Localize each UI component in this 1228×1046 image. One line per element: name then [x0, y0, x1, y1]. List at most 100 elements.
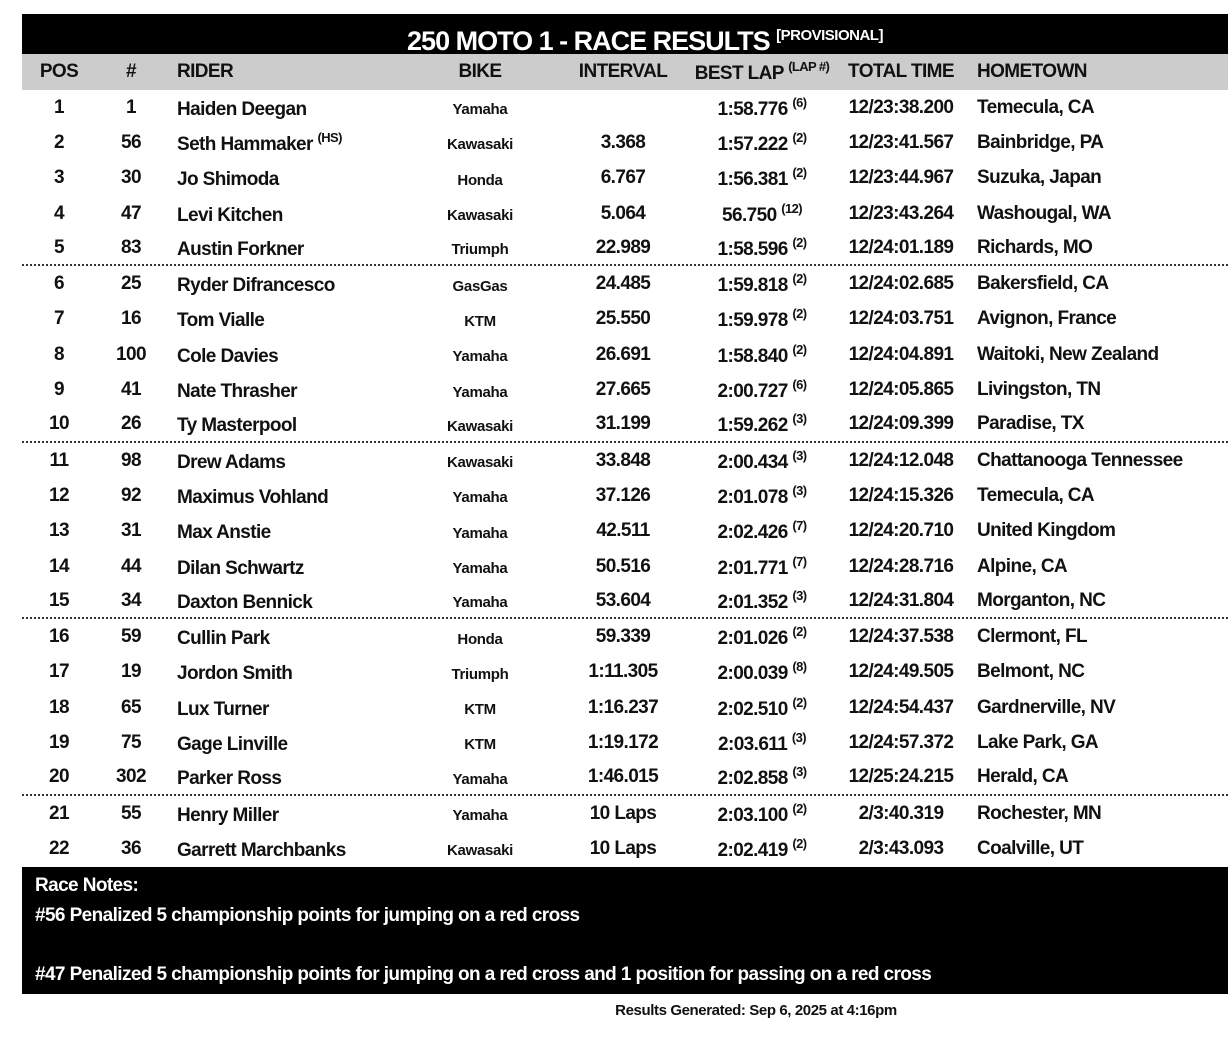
race-note: #56 Penalized 5 championship points for …: [35, 904, 580, 926]
cell-rider: Seth Hammaker (HS): [177, 129, 343, 155]
cell-bike: Yamaha: [452, 348, 508, 366]
cell-number: 302: [116, 766, 147, 788]
cell-total-time: 12/24:37.538: [848, 626, 954, 648]
table-row: 13 31 Max Anstie Yamaha 42.511 2:02.426 (7) 1…: [22, 514, 1228, 549]
table-row: 18 65 Lux Turner KTM 1:16.237 2:02.510 (2) 12…: [22, 690, 1228, 725]
table-row: 8 100 Cole Davies Yamaha 26.691 1:58.840 (2)…: [22, 337, 1228, 372]
cell-best-lap: 2:02.426 (7): [717, 518, 808, 544]
cell-pos: 16: [49, 626, 70, 648]
cell-best-lap: 2:00.434 (3): [717, 447, 808, 473]
best-lap-number: (12): [781, 200, 802, 216]
cell-total-time: 12/24:57.372: [848, 731, 954, 753]
cell-rider: Dilan Schwartz: [177, 557, 304, 579]
cell-pos: 11: [49, 449, 69, 471]
cell-pos: 20: [49, 766, 70, 788]
cell-pos: 7: [54, 308, 65, 330]
cell-interval: 3.368: [600, 131, 646, 153]
table-row: 6 25 Ryder Difrancesco GasGas 24.485 1:59.81…: [22, 266, 1228, 301]
cell-number: 100: [116, 343, 147, 365]
cell-number: 83: [121, 236, 142, 258]
cell-bike: KTM: [464, 312, 496, 330]
cell-rider: Cole Davies: [177, 345, 279, 367]
cell-pos: 14: [49, 555, 70, 577]
cell-rider: Daxton Bennick: [177, 591, 313, 613]
cell-bike: Yamaha: [452, 807, 508, 825]
cell-total-time: 12/25:24.215: [848, 766, 954, 788]
cell-pos: 18: [49, 696, 70, 718]
cell-bike: Triumph: [451, 241, 509, 259]
cell-number: 59: [121, 626, 142, 648]
cell-rider: Maximus Vohland: [177, 486, 329, 508]
cell-number: 55: [121, 802, 142, 824]
cell-number: 47: [121, 202, 142, 224]
header-interval: INTERVAL: [578, 61, 668, 82]
cell-total-time: 12/24:49.505: [848, 661, 954, 683]
best-lap-number: (6): [792, 377, 807, 393]
cell-bike: Yamaha: [452, 101, 508, 119]
cell-pos: 21: [49, 802, 70, 824]
best-lap-number: (2): [792, 306, 807, 322]
best-lap-number: (2): [792, 165, 807, 181]
cell-total-time: 12/24:12.048: [848, 449, 954, 471]
cell-pos: 10: [49, 413, 70, 435]
cell-interval: 1:11.305: [588, 661, 658, 683]
cell-rider: Tom Vialle: [177, 310, 265, 332]
cell-total-time: 12/24:03.751: [848, 308, 954, 330]
cell-hometown: Bainbridge, PA: [977, 131, 1104, 153]
cell-total-time: 12/24:15.326: [848, 484, 954, 506]
cell-best-lap: 2:02.858 (3): [717, 764, 808, 790]
table-header: POS # RIDER BIKE INTERVAL BEST LAP (LAP …: [22, 54, 1228, 90]
cell-rider: Parker Ross: [177, 768, 282, 790]
cell-bike: Yamaha: [452, 560, 508, 577]
cell-bike: KTM: [464, 736, 496, 754]
cell-rider: Max Anstie: [177, 522, 271, 544]
cell-best-lap: 1:58.776 (6): [717, 94, 808, 120]
cell-interval: 37.126: [595, 484, 651, 506]
best-lap-number: (2): [792, 234, 807, 250]
cell-best-lap: 56.750 (12): [722, 200, 803, 226]
cell-number: 30: [121, 167, 142, 189]
cell-interval: 5.064: [600, 202, 646, 224]
cell-bike: Yamaha: [452, 383, 508, 401]
cell-rider: Nate Thrasher: [177, 381, 298, 403]
cell-hometown: Livingston, TN: [977, 379, 1101, 401]
cell-interval: 1:19.172: [587, 731, 659, 753]
best-lap-number: (8): [792, 659, 807, 675]
best-lap-number: (7): [792, 553, 807, 569]
table-row: 3 30 Jo Shimoda Honda 6.767 1:56.381 (2) 12/2…: [22, 161, 1228, 196]
cell-pos: 17: [49, 661, 70, 683]
table-row: 21 55 Henry Miller Yamaha 10 Laps 2:03.100 (…: [22, 796, 1228, 831]
header-number: #: [126, 61, 137, 82]
cell-total-time: 12/23:41.567: [848, 131, 954, 153]
page-title: 250 MOTO 1 - RACE RESULTS [PROVISIONAL]: [22, 14, 1228, 56]
cell-rider: Jordon Smith: [177, 663, 293, 685]
cell-pos: 4: [54, 202, 65, 224]
cell-bike: Honda: [457, 630, 503, 648]
cell-rider: Garrett Marchbanks: [177, 839, 346, 861]
cell-pos: 8: [54, 343, 65, 365]
table-row: 1 1 Haiden Deegan Yamaha 1:58.776 (6) 12/23:…: [22, 90, 1228, 125]
best-lap-number: (2): [792, 694, 807, 710]
cell-hometown: Avignon, France: [977, 308, 1117, 330]
cell-pos: 22: [49, 837, 70, 859]
cell-rider: Drew Adams: [177, 451, 286, 473]
header-pos: POS: [39, 61, 79, 82]
cell-best-lap: 1:59.978 (2): [717, 306, 808, 332]
header-hometown: HOMETOWN: [977, 61, 1088, 82]
best-lap-number: (2): [792, 800, 807, 816]
cell-bike: Honda: [457, 171, 503, 189]
cell-hometown: Alpine, CA: [977, 555, 1068, 577]
cell-number: 56: [121, 131, 142, 153]
cell-number: 98: [121, 449, 142, 471]
table-row: 22 36 Garrett Marchbanks Kawasaki 10 Laps 2:…: [22, 831, 1228, 866]
cell-total-time: 2/3:40.319: [858, 802, 944, 824]
table-row: 11 98 Drew Adams Kawasaki 33.848 2:00.434 (3…: [22, 443, 1228, 478]
cell-best-lap: 1:57.222 (2): [717, 129, 808, 155]
results-generated: Results Generated: Sep 6, 2025 at 4:16pm: [615, 1002, 897, 1019]
cell-hometown: Belmont, NC: [977, 661, 1085, 683]
cell-number: 36: [121, 837, 142, 859]
cell-number: 41: [121, 379, 142, 401]
rider-note: (HS): [317, 129, 343, 145]
cell-best-lap: 1:59.262 (3): [717, 411, 808, 437]
cell-bike: Triumph: [451, 665, 509, 683]
